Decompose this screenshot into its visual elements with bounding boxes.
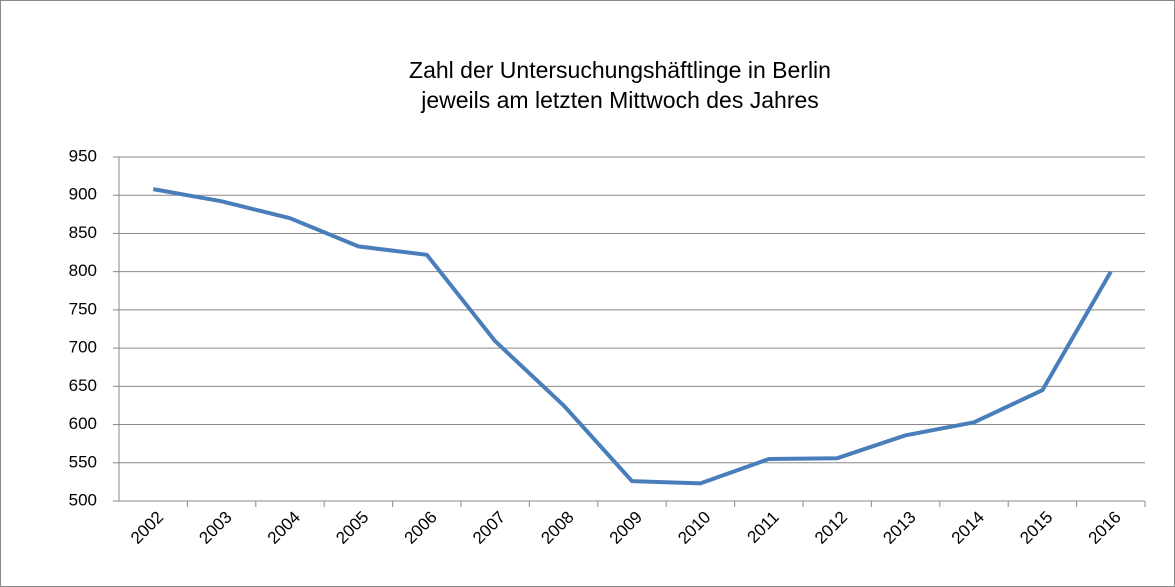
y-tick-label: 650	[69, 376, 97, 395]
y-tick-label: 550	[69, 452, 97, 471]
chart-subtitle: jeweils am letzten Mittwoch des Jahres	[420, 87, 819, 113]
y-tick-label: 800	[69, 261, 97, 280]
data-line	[152, 187, 1113, 486]
y-tick-label: 700	[69, 338, 97, 357]
y-tick-label: 950	[69, 146, 97, 165]
y-tick-label: 750	[69, 299, 97, 318]
y-tick-label: 500	[69, 490, 97, 509]
y-tick-label: 600	[69, 414, 97, 433]
y-tick-label: 900	[69, 185, 97, 204]
chart-title: Zahl der Untersuchungshäftlinge in Berli…	[409, 57, 831, 83]
y-tick-label: 850	[69, 223, 97, 242]
